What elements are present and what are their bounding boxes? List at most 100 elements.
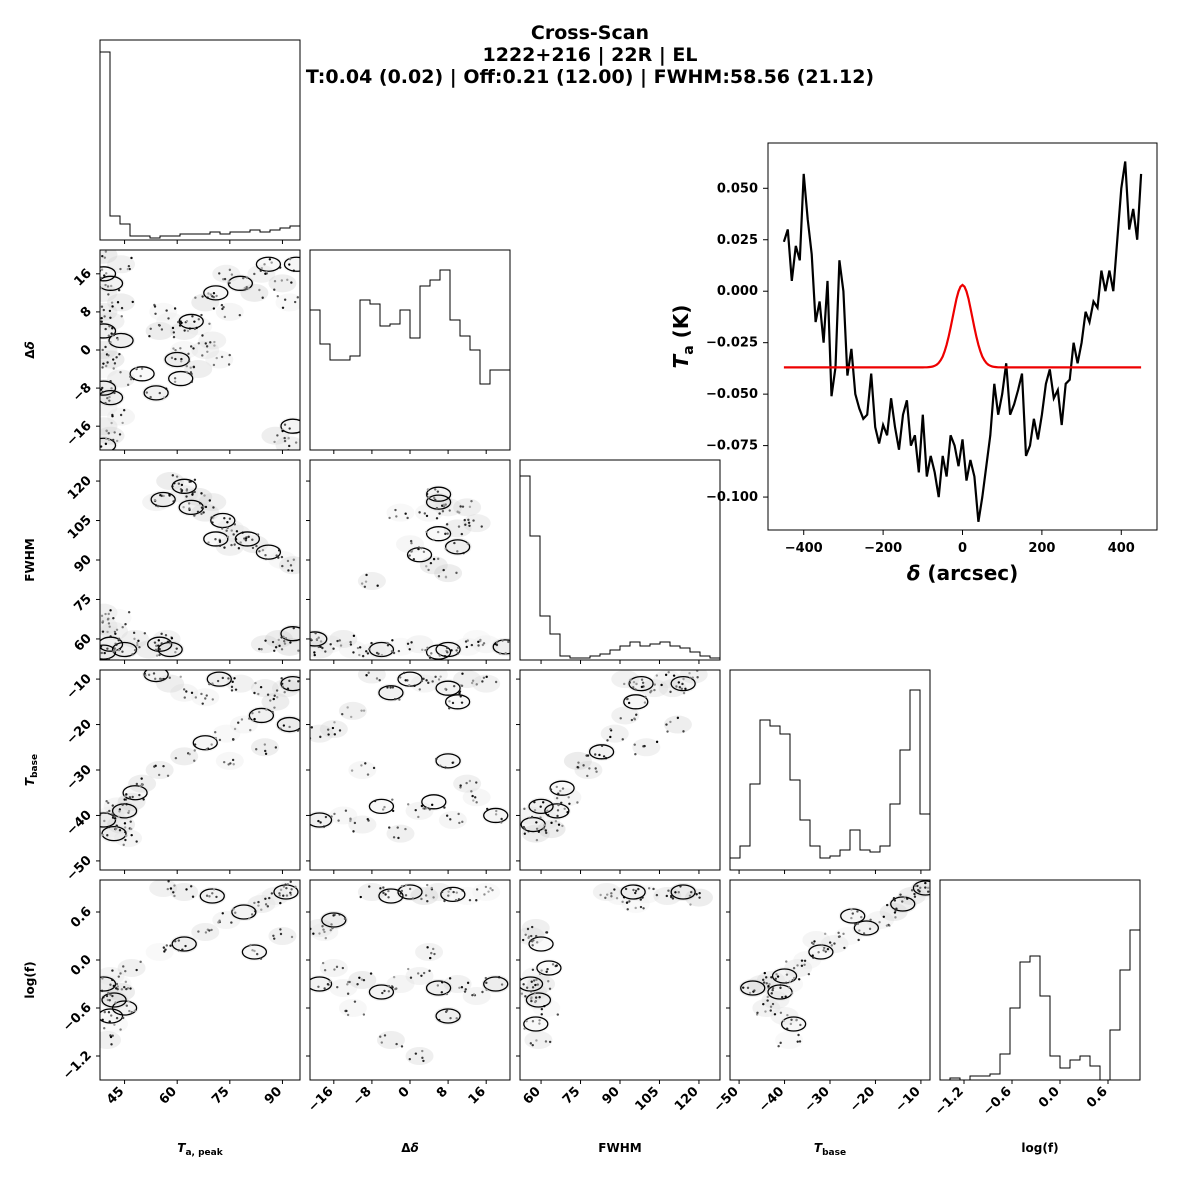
profile-x-tick-label: −200 <box>864 541 902 556</box>
scatter-point <box>170 637 174 640</box>
scatter-point <box>258 288 261 292</box>
scatter-point <box>256 533 260 536</box>
scatter-point <box>481 990 484 994</box>
scatter-point <box>130 827 133 831</box>
scatter-point <box>362 1013 366 1016</box>
scatter-point <box>461 505 465 508</box>
scatter-point <box>532 939 535 942</box>
density-cell <box>107 407 136 426</box>
scatter-point <box>387 984 391 988</box>
scatter-point <box>337 819 340 822</box>
scatter-point <box>625 697 628 701</box>
scatter-point <box>424 894 428 897</box>
scatter-point <box>182 688 186 691</box>
density-cell <box>621 692 650 711</box>
scatter-point <box>112 616 115 620</box>
scatter-point <box>906 897 909 900</box>
scatter-point <box>251 546 255 550</box>
density-cell <box>117 792 146 811</box>
scatter-point <box>281 564 284 568</box>
scatter-point <box>104 283 107 287</box>
panel-logf_doff <box>306 879 511 1084</box>
scatter-point <box>173 481 176 485</box>
scatter-point <box>139 784 142 788</box>
scatter-point <box>197 318 200 321</box>
scatter-point <box>604 896 607 900</box>
scatter-point <box>209 341 212 344</box>
scatter-point <box>407 967 410 971</box>
scatter-point <box>326 728 330 731</box>
scatter-point <box>166 640 170 644</box>
scatter-point <box>290 281 293 284</box>
scatter-point <box>108 309 112 313</box>
scatter-point <box>563 807 566 810</box>
scatter-point <box>101 254 104 258</box>
scatter-point <box>288 263 291 266</box>
scatter-point <box>234 688 238 691</box>
scatter-point <box>430 886 433 890</box>
scatter-point <box>538 995 541 999</box>
scatter-point <box>189 885 193 888</box>
scatter-point <box>273 694 276 697</box>
scatter-point <box>323 969 327 972</box>
scatter-point <box>297 649 300 652</box>
scatter-point <box>635 713 638 716</box>
scatter-point <box>283 436 286 440</box>
density-cell <box>376 683 405 702</box>
x-tick-label-doff: 8 <box>434 1084 451 1101</box>
scatter-point <box>535 1039 538 1042</box>
scatter-point <box>143 632 147 635</box>
density-cell <box>775 975 804 993</box>
scatter-point <box>281 685 284 688</box>
axis-label-doff-x: Δδ <box>401 1141 419 1155</box>
scatter-point <box>294 441 298 444</box>
scatter-point <box>479 638 482 642</box>
scatter-point <box>129 987 132 990</box>
scatter-point <box>432 896 435 899</box>
scatter-point <box>168 676 171 679</box>
scatter-point <box>404 883 408 887</box>
scatter-point <box>255 952 259 956</box>
scatter-point <box>115 628 119 631</box>
scatter-point <box>104 345 107 349</box>
density-cell <box>415 943 444 961</box>
density-cell <box>100 820 122 839</box>
scatter-point <box>678 686 682 689</box>
scatter-point <box>222 306 225 309</box>
density-cell <box>128 364 157 383</box>
panel-content-doff_tpeak <box>100 250 300 450</box>
density-cell <box>100 1031 122 1049</box>
scatter-point <box>231 737 235 741</box>
scatter-point <box>449 818 452 821</box>
density-cell <box>462 987 491 1005</box>
scatter-point <box>101 620 105 623</box>
scatter-point <box>131 795 134 799</box>
contour-line <box>310 976 333 992</box>
scatter-point <box>108 809 111 813</box>
scatter-point <box>281 306 285 310</box>
scatter-point <box>254 910 257 913</box>
contour-line <box>146 636 173 652</box>
scatter-point <box>227 280 231 283</box>
scatter-point <box>169 944 172 947</box>
contour-line <box>283 256 300 272</box>
scatter-point <box>640 678 644 681</box>
scatter-point <box>332 914 335 917</box>
density-cell <box>271 679 300 698</box>
density-cell <box>278 417 300 436</box>
contour-line <box>321 912 347 928</box>
scatter-point <box>283 691 286 694</box>
hist-panel-logf <box>939 879 1141 1084</box>
scatter-point <box>264 752 268 756</box>
scatter-point <box>121 626 124 629</box>
scatter-point <box>225 529 228 532</box>
scatter-point <box>260 908 263 911</box>
scatter-point <box>102 308 105 312</box>
density-cell <box>103 608 132 627</box>
scatter-point <box>249 728 252 732</box>
scatter-point <box>773 1013 777 1016</box>
scatter-point <box>177 320 180 324</box>
scatter-point <box>110 332 113 335</box>
scatter-point <box>109 993 112 996</box>
scatter-point <box>634 906 637 910</box>
